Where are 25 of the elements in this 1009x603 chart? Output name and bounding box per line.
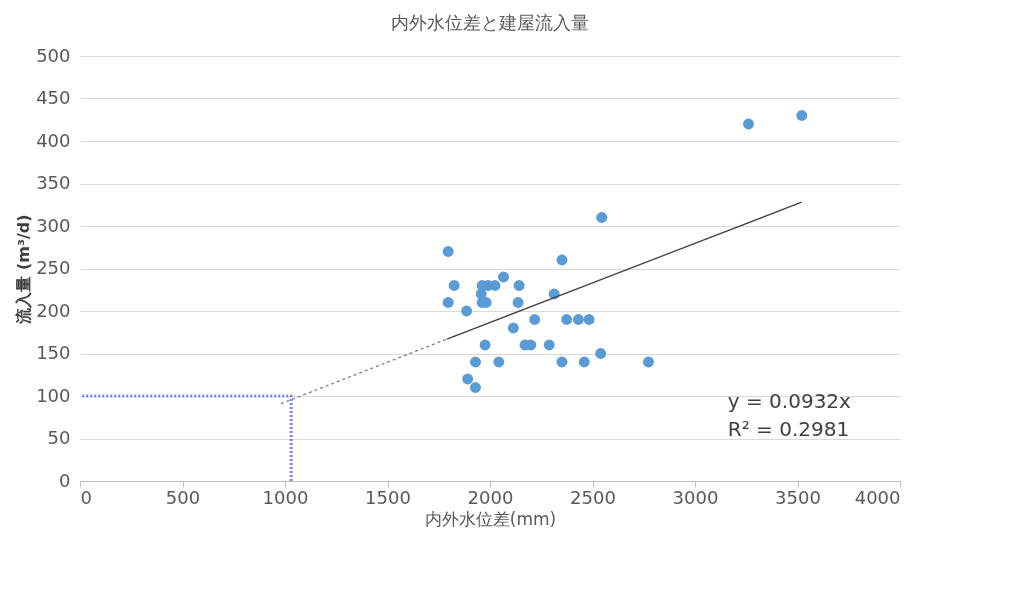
x-tick-label: 2000 <box>467 486 514 508</box>
y-tick-label: 350 <box>36 172 71 193</box>
x-tick-label: 2500 <box>570 486 616 508</box>
y-tick-label: 250 <box>36 257 71 278</box>
y-tick-label: 400 <box>36 129 71 151</box>
y-tick-label: 50 <box>47 427 71 448</box>
x-tick-label: 3500 <box>775 486 821 508</box>
x-tick-label: 1500 <box>365 486 411 508</box>
chart-title: 内外水位差と建屋流入量 <box>391 12 589 33</box>
y-tick-label: 200 <box>36 299 71 321</box>
annotation: y = 0.0932x <box>727 388 852 413</box>
y-tick-label: 0 <box>59 469 71 491</box>
x-tick-label: 3000 <box>672 486 719 508</box>
x-tick-label: 4000 <box>854 486 901 508</box>
x-tick-label: 1000 <box>262 486 309 508</box>
x-axis-title: 内外水位差(mm) <box>424 508 557 529</box>
y-tick-label: 450 <box>36 87 71 108</box>
x-tick-label: 500 <box>165 486 201 508</box>
y-tick-label: 100 <box>36 384 71 406</box>
x-tick-label: 0 <box>80 486 92 508</box>
y-tick-label: 150 <box>36 342 71 363</box>
y-tick-label: 500 <box>36 44 71 66</box>
y-axis-title: 流入量 (m³/d) <box>14 214 34 325</box>
y-tick-label: 300 <box>36 214 71 236</box>
annotation: R² = 0.2981 <box>727 416 850 441</box>
